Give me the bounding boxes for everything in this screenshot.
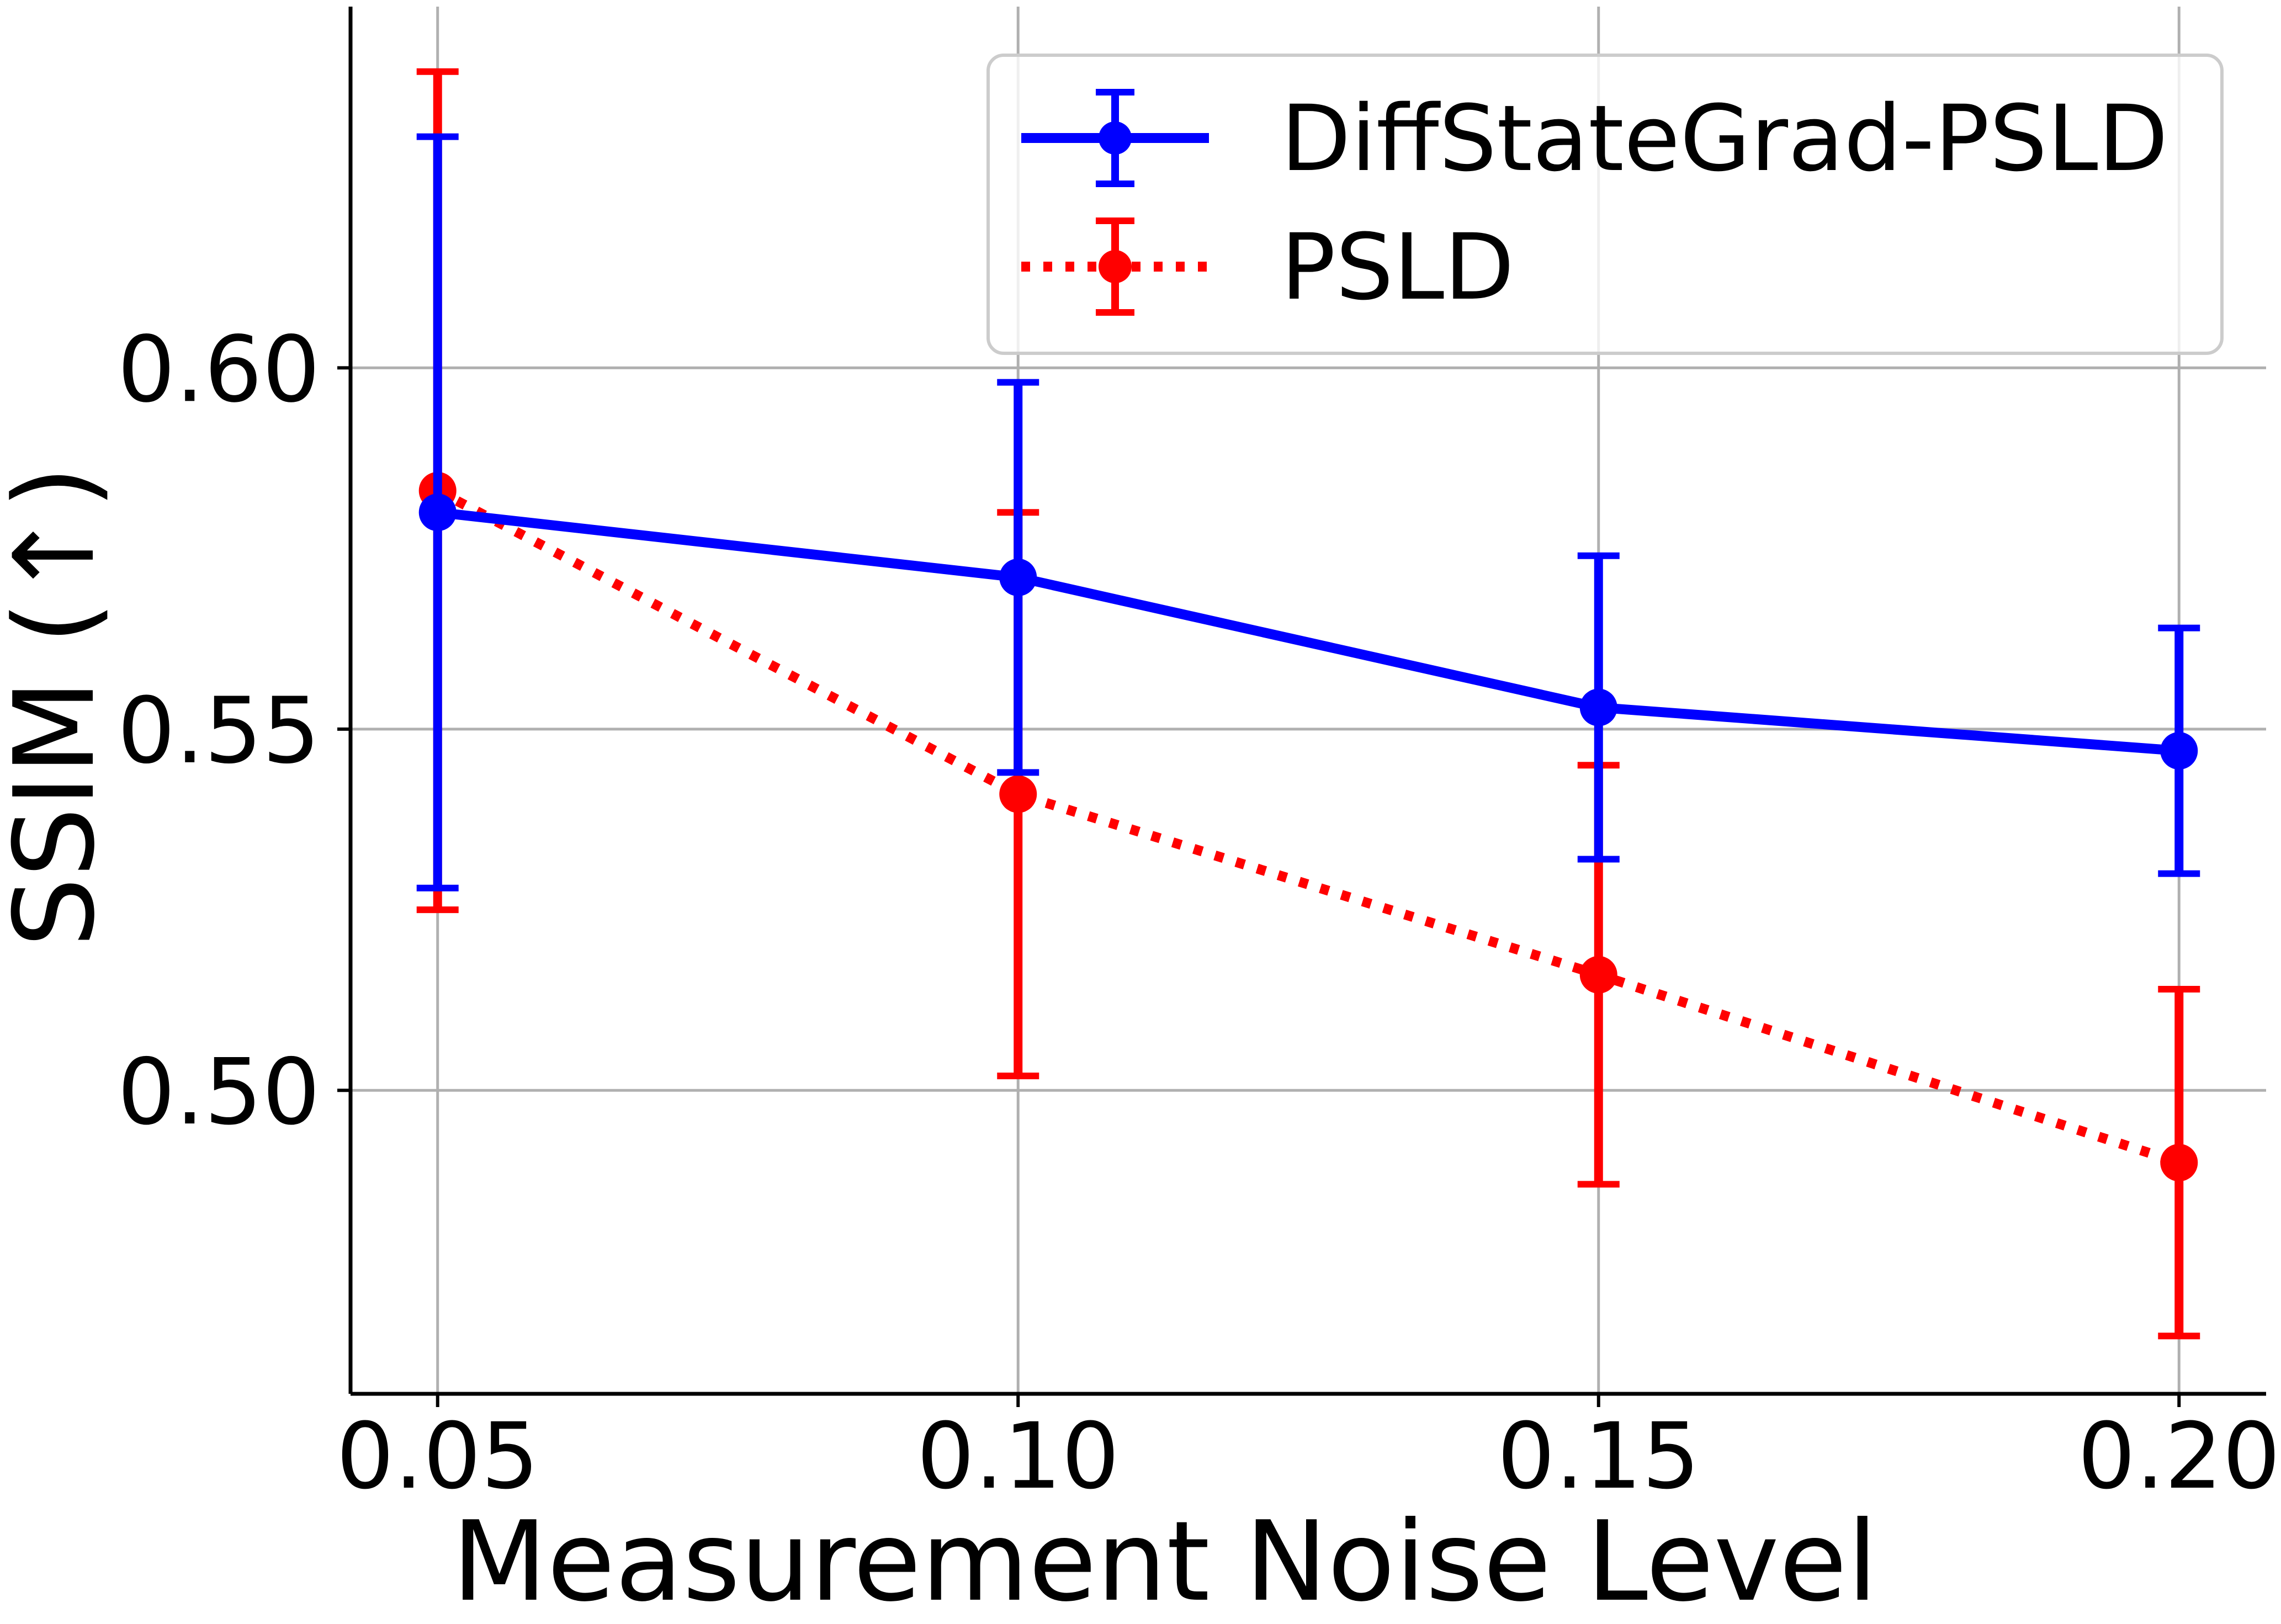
legend-marker xyxy=(1099,121,1132,155)
data-point xyxy=(2160,732,2198,770)
legend: DiffStateGrad-PSLD PSLD xyxy=(986,54,2224,355)
data-point xyxy=(1579,688,1617,726)
series-line xyxy=(435,486,2181,1167)
legend-entry: PSLD xyxy=(1021,214,1514,320)
data-point xyxy=(1579,956,1617,994)
legend-frame xyxy=(986,54,2224,355)
x-tick-label: 0.05 xyxy=(336,1403,539,1509)
x-axis-label: Measurement Noise Level xyxy=(452,1498,1878,1624)
legend-entry: DiffStateGrad-PSLD xyxy=(1021,86,2168,192)
series-line xyxy=(437,507,2179,756)
x-tick-label: 0.15 xyxy=(1497,1403,1700,1509)
x-tick-label: 0.10 xyxy=(917,1403,1120,1509)
y-tick-label: 0.60 xyxy=(118,316,320,422)
data-point xyxy=(999,558,1037,596)
y-tick-label: 0.50 xyxy=(118,1039,320,1145)
legend-marker xyxy=(1099,250,1132,283)
x-tick-label: 0.20 xyxy=(2078,1403,2280,1509)
series-layer xyxy=(416,68,2200,1340)
legend-label: PSLD xyxy=(1281,214,1514,320)
legend-label: DiffStateGrad-PSLD xyxy=(1281,86,2168,192)
tick-labels: 0.05 0.10 0.15 0.20 0.50 0.55 0.60 xyxy=(118,316,2280,1509)
series-diffstategrad-psld xyxy=(416,133,2200,891)
data-point xyxy=(418,493,457,532)
data-point xyxy=(999,775,1037,813)
axes xyxy=(337,7,2266,1407)
data-point xyxy=(2160,1144,2198,1182)
y-tick-label: 0.55 xyxy=(118,678,320,784)
y-axis-label: SSIM (↑) xyxy=(0,466,119,948)
